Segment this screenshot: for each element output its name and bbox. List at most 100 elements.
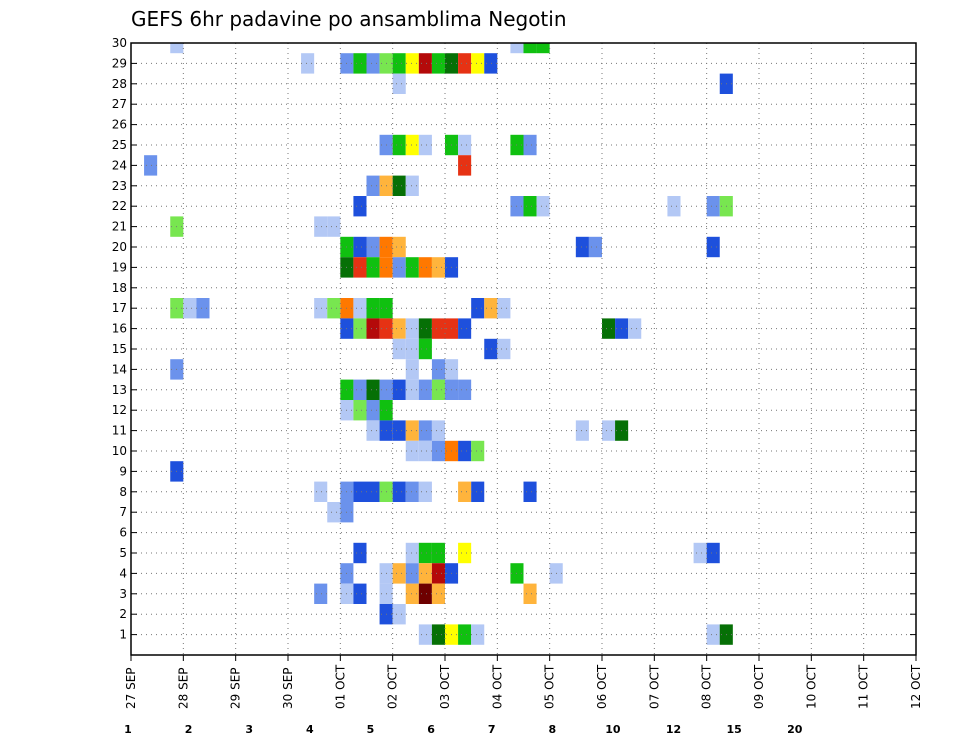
heatmap-cell — [405, 440, 419, 462]
heatmap-cell — [706, 624, 720, 645]
heatmap-cell — [353, 298, 367, 319]
heatmap-cell — [366, 400, 380, 421]
y-tick-label: 16 — [112, 322, 127, 336]
heatmap-cell — [353, 257, 367, 278]
y-tick-label: 21 — [112, 220, 127, 234]
colorbar-label: 1 — [124, 723, 132, 736]
heatmap-cell — [392, 481, 406, 502]
x-tick-label: 27 SEP — [124, 667, 138, 709]
heatmap-cell — [458, 440, 472, 462]
heatmap-cell — [706, 196, 720, 217]
heatmap-cell — [458, 318, 472, 339]
heatmap-cell — [418, 542, 432, 564]
heatmap-cell — [536, 43, 550, 54]
heatmap-cell — [405, 175, 419, 196]
heatmap-cell — [471, 298, 485, 319]
heatmap-cell — [366, 236, 380, 258]
y-tick-label: 27 — [112, 97, 127, 111]
heatmap-cell — [523, 481, 537, 502]
y-tick-label: 7 — [119, 505, 127, 519]
y-tick-label: 26 — [112, 118, 127, 132]
colorbar-label: 2 — [185, 723, 193, 736]
heatmap-cell — [458, 379, 472, 400]
heatmap-cell — [523, 43, 537, 54]
colorbar-label: 4 — [306, 723, 314, 736]
colorbar-label: 15 — [726, 723, 741, 736]
x-tick-label: 28 SEP — [176, 667, 190, 709]
heatmap-cell — [510, 43, 524, 54]
y-tick-label: 8 — [119, 485, 127, 499]
y-tick-label: 30 — [112, 36, 127, 50]
heatmap-cell — [418, 338, 432, 360]
x-tick-label: 30 SEP — [281, 667, 295, 709]
heatmap-cell — [353, 53, 367, 74]
y-axis-ticks: 1234567891011121314151617181920212223242… — [112, 36, 916, 642]
heatmap-cell — [602, 420, 616, 441]
heatmap-cell — [314, 298, 328, 319]
grid-lines — [131, 43, 916, 655]
heatmap-cell — [431, 359, 445, 380]
heatmap-cell — [366, 379, 380, 400]
heatmap-cell — [392, 73, 406, 94]
y-tick-label: 11 — [112, 424, 127, 438]
x-tick-label: 02 OCT — [386, 664, 400, 709]
heatmap-cell — [183, 298, 197, 319]
heatmap-cell — [431, 440, 445, 462]
heatmap-cell — [405, 134, 419, 156]
heatmap-cell — [366, 481, 380, 502]
heatmap-cell — [405, 53, 419, 74]
x-tick-label: 07 OCT — [647, 664, 661, 709]
heatmap-cell — [588, 236, 602, 258]
y-tick-label: 19 — [112, 260, 127, 274]
heatmap-cell — [484, 298, 498, 319]
x-tick-label: 09 OCT — [752, 664, 766, 709]
heatmap-cell — [471, 440, 485, 462]
y-tick-label: 17 — [112, 301, 127, 315]
heatmap-cell — [431, 583, 445, 604]
y-tick-label: 22 — [112, 199, 127, 213]
heatmap-cell — [484, 53, 498, 74]
heatmap-cell — [418, 257, 432, 278]
heatmap-cell — [418, 481, 432, 502]
heatmap-cell — [431, 624, 445, 645]
heatmap-cell — [458, 134, 472, 156]
heatmap-cell — [405, 359, 419, 380]
heatmap-cell — [405, 563, 419, 584]
heatmap-cell — [523, 583, 537, 604]
heatmap-cell — [405, 481, 419, 502]
heatmap-cell — [418, 420, 432, 441]
colorbar-label: 8 — [548, 723, 556, 736]
heatmap-cell — [484, 338, 498, 360]
heatmap-cell — [353, 481, 367, 502]
heatmap-cell — [706, 236, 720, 258]
y-tick-label: 14 — [112, 362, 127, 376]
heatmap-cell — [418, 563, 432, 584]
y-tick-label: 29 — [112, 56, 127, 70]
y-tick-label: 1 — [119, 628, 127, 642]
heatmap-cell — [392, 53, 406, 74]
heatmap-cell — [366, 298, 380, 319]
heatmap-cell — [366, 175, 380, 196]
x-tick-label: 12 OCT — [909, 664, 923, 709]
heatmap-cell — [392, 134, 406, 156]
heatmap-cell — [392, 236, 406, 258]
heatmap-cell — [431, 420, 445, 441]
y-tick-label: 4 — [119, 566, 127, 580]
y-tick-label: 10 — [112, 444, 127, 458]
y-tick-label: 2 — [119, 607, 127, 621]
heatmap-cell — [431, 563, 445, 584]
x-tick-label: 05 OCT — [543, 664, 557, 709]
heatmap-cell — [667, 196, 681, 217]
y-tick-label: 12 — [112, 403, 127, 417]
colorbar-label: 12 — [666, 723, 681, 736]
x-tick-label: 03 OCT — [438, 664, 452, 709]
heatmap-cell — [471, 624, 485, 645]
heatmap-cell — [392, 379, 406, 400]
heatmap-cell — [497, 298, 511, 319]
y-tick-label: 25 — [112, 138, 127, 152]
chart-title: GEFS 6hr padavine po ansamblima Negotin — [131, 7, 567, 31]
heatmap-cell — [418, 440, 432, 462]
heatmap-cell — [405, 420, 419, 441]
heatmap-cell — [471, 53, 485, 74]
heatmap-cell — [431, 379, 445, 400]
